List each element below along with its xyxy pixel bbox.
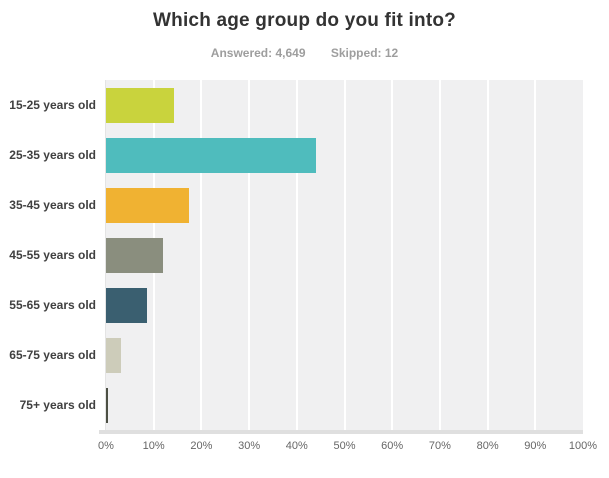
x-axis-tick-label: 70% xyxy=(428,440,451,452)
response-stats: Answered: 4,649 Skipped: 12 xyxy=(0,46,609,60)
chart-bar xyxy=(106,338,121,373)
x-axis-line xyxy=(99,430,583,434)
category-label: 75+ years old xyxy=(19,398,96,412)
category-label: 25-35 years old xyxy=(9,148,96,162)
category-label: 35-45 years old xyxy=(9,198,96,212)
category-label: 55-65 years old xyxy=(9,298,96,312)
x-axis-tick-label: 90% xyxy=(524,440,547,452)
gridline xyxy=(486,80,489,430)
gridline xyxy=(295,80,298,430)
skipped-count-label: Skipped: 12 xyxy=(330,46,399,60)
chart-bar xyxy=(106,388,108,423)
x-axis-tick-label: 30% xyxy=(238,440,261,452)
x-axis-tick-label: 0% xyxy=(98,440,114,452)
category-label: 65-75 years old xyxy=(9,348,96,362)
question-title: Which age group do you fit into? xyxy=(153,10,456,31)
category-label: 15-25 years old xyxy=(9,98,96,112)
gridline xyxy=(438,80,441,430)
x-axis-tick-label: 100% xyxy=(568,440,598,452)
x-axis-tick-label: 50% xyxy=(333,440,356,452)
gridline xyxy=(391,80,394,430)
x-axis-tick-label: 40% xyxy=(285,440,308,452)
chart-bar xyxy=(106,138,316,173)
x-axis-tick-label: 20% xyxy=(190,440,213,452)
gridline xyxy=(200,80,203,430)
category-label: 45-55 years old xyxy=(9,248,96,262)
chart-bar xyxy=(106,88,174,123)
chart-bar xyxy=(106,238,164,273)
answered-count-label: Answered: 4,649 xyxy=(210,46,306,60)
x-axis-tick-label: 60% xyxy=(381,440,404,452)
chart-bar xyxy=(106,188,189,223)
x-axis-tick-label: 80% xyxy=(476,440,499,452)
gridline xyxy=(534,80,537,430)
x-axis-tick-label: 10% xyxy=(142,440,165,452)
chart-bar xyxy=(106,288,148,323)
gridline xyxy=(248,80,251,430)
gridline xyxy=(343,80,346,430)
plot-area xyxy=(105,80,583,430)
